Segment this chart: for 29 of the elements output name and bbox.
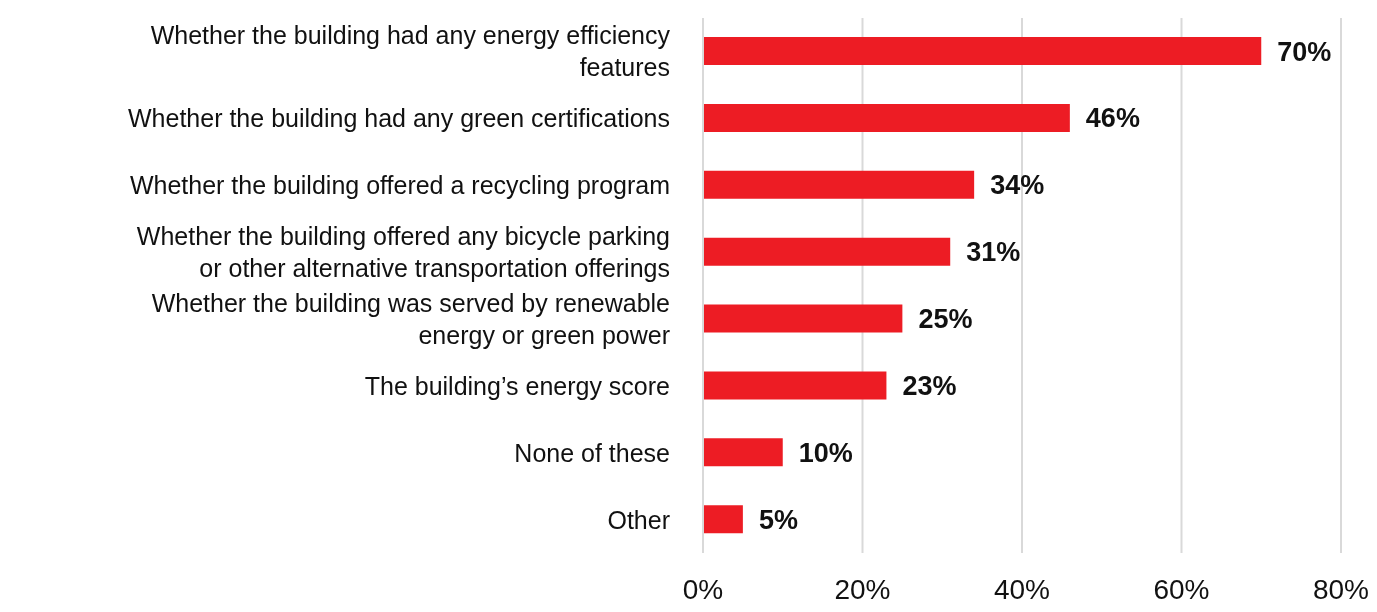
bar (703, 103, 1070, 132)
data-label: 25% (918, 304, 973, 335)
bar (703, 237, 951, 266)
x-tick-label: 20% (834, 573, 891, 605)
bar (703, 37, 1262, 65)
data-label: 10% (798, 437, 853, 468)
bar (703, 505, 743, 534)
y-tick-label: Whether the building offered a recycling program (129, 171, 670, 200)
y-tick-label: Whether the building had any energy efficiency features (150, 21, 671, 82)
x-tick-label: 60% (1153, 573, 1210, 605)
bar (703, 170, 975, 199)
y-tick-label: Whether the building offered any bicycle parking or other alternative transportation offerings (136, 222, 670, 283)
bar (703, 371, 887, 400)
y-tick-label: Whether the building was served by renewable energy or green power (151, 288, 670, 349)
y-tick-label: None of these (514, 438, 670, 467)
bar (703, 304, 903, 333)
x-tick-label: 40% (993, 573, 1051, 605)
data-label: 70% (1277, 36, 1332, 67)
data-label: 46% (1085, 103, 1140, 134)
data-label: 31% (966, 237, 1021, 268)
y-tick-label: Whether the building had any green certifications (128, 104, 670, 133)
y-tick-label: Other (607, 505, 670, 534)
data-label: 34% (990, 170, 1045, 201)
y-tick-label: The building’s energy score (364, 371, 670, 400)
x-tick-label: 80% (1312, 573, 1370, 605)
bar (703, 438, 783, 467)
data-label: 5% (758, 504, 798, 535)
x-tick-label: 0% (682, 573, 724, 605)
data-label: 23% (902, 370, 957, 401)
